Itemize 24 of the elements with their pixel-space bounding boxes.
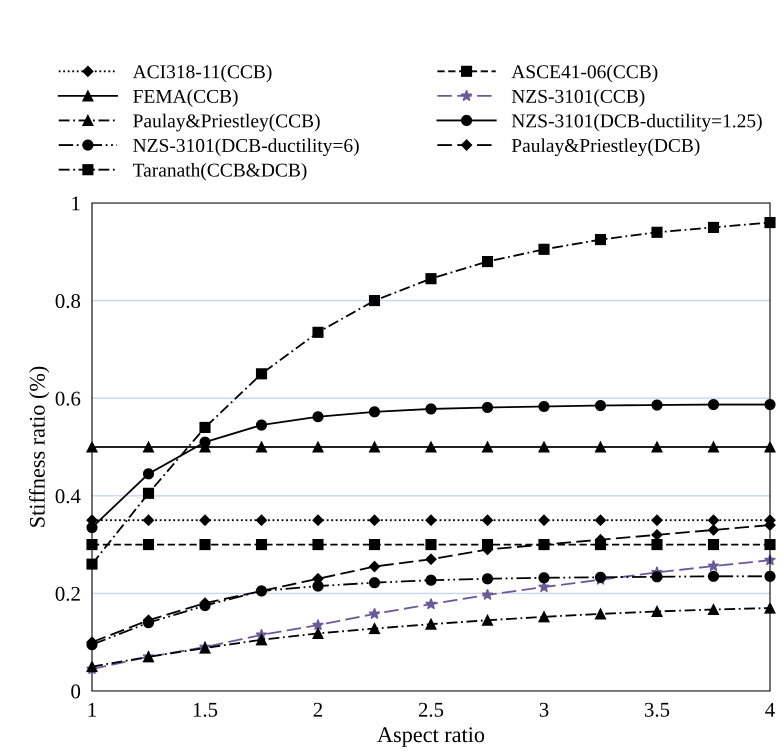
x-axis-title: Aspect ratio [377,727,484,747]
y-tick-label: 0.8 [56,294,80,308]
x-tick-label: 1.5 [194,702,218,717]
x-tick-label: 1 [88,702,96,717]
legend-label: Paulay&Priestley(CCB) [133,114,320,132]
y-tick-label: 1 [72,196,80,210]
x-tick-label: 3 [540,702,548,717]
legend-label: ASCE41-06(CCB) [511,64,658,82]
x-tick-label: 2.5 [418,702,444,717]
legend-label: NZS-3101(CCB) [512,89,644,107]
legend-label: NZS-3101(DCB-ductility=1.25) [512,114,762,132]
y-tick-label: 0.2 [56,586,80,601]
y-tick-label: 0.6 [56,392,80,406]
x-tick-label: 2 [314,702,322,717]
legend-label: ACI318-11(CCB) [132,64,272,82]
x-tick-label: 3.5 [644,702,670,717]
y-tick-label: 0 [71,684,80,698]
legend-label: Paulay&Priestley(DCB) [512,138,700,156]
y-tick-label: 0.4 [56,489,81,504]
x-tick-label: 4 [765,702,775,717]
legend-label: NZS-3101(DCB-ductility=6) [133,138,359,156]
y-axis-title: Stiffness ratio (%) [28,366,50,527]
legend-label: FEMA(CCB) [133,89,238,107]
legend-label: Taranath(CCB&DCB) [132,162,306,181]
